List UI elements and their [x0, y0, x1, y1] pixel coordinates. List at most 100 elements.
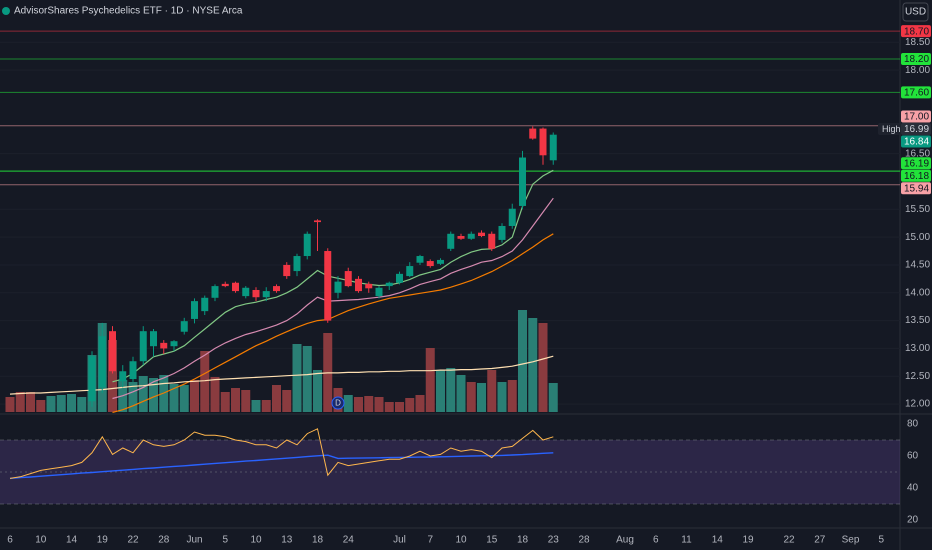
candle-body	[539, 128, 547, 156]
x-tick-label: 11	[681, 535, 692, 546]
volume-bar	[108, 340, 117, 412]
y-tick-label: 14.50	[905, 260, 930, 271]
volume-bar	[302, 346, 312, 412]
y-tick-label: 80	[907, 419, 919, 430]
moving-average-line	[112, 169, 554, 383]
x-tick-label: 10	[250, 535, 262, 546]
volume-bar	[384, 402, 394, 412]
price-label: 17.00	[901, 110, 931, 123]
y-tick-label: 14.00	[905, 287, 930, 298]
y-tick-label: 18.00	[905, 65, 930, 76]
x-tick-label: 27	[814, 535, 826, 546]
volume-bar	[477, 383, 486, 412]
x-tick-label: 5	[222, 535, 228, 546]
candle-body	[519, 157, 526, 206]
volume-bar	[15, 392, 25, 412]
y-tick-label: 16.50	[905, 148, 930, 159]
candle-body	[498, 225, 506, 240]
candle-body	[396, 273, 403, 283]
x-tick-label: 10	[35, 535, 47, 546]
volume-bar	[261, 400, 271, 412]
moving-average-line	[9, 355, 554, 395]
volume-bar	[497, 382, 507, 412]
candle-body	[375, 287, 383, 297]
volume-bar	[395, 402, 404, 412]
x-tick-label: Sep	[842, 535, 860, 546]
volume-bar	[251, 400, 261, 412]
volume-bar	[405, 398, 415, 412]
x-tick-label: 19	[97, 535, 109, 546]
currency-box[interactable]	[902, 2, 929, 22]
volume-bar	[313, 370, 322, 412]
x-tick-label: 22	[127, 535, 139, 546]
x-tick-label: Jul	[393, 535, 406, 546]
volume-bar	[26, 392, 35, 412]
chart-title: AdvisorShares Psychedelics ETF · 1D · NY…	[14, 6, 243, 17]
volume-bar	[487, 370, 497, 412]
candle-body	[293, 256, 301, 272]
price-label-bg	[901, 135, 931, 148]
volume-bar	[220, 392, 230, 412]
price-label-bg	[901, 110, 931, 123]
y-tick-label: 12.00	[905, 399, 930, 410]
x-tick-label: 7	[427, 535, 433, 546]
price-label-text: 16.99	[904, 124, 929, 135]
volume-bar	[507, 380, 517, 412]
candle-body	[314, 220, 321, 223]
volume-bar	[548, 383, 558, 412]
dividend-marker	[331, 396, 345, 410]
volume-bar	[343, 395, 353, 412]
candle-body	[170, 341, 178, 347]
x-tick-label: 6	[653, 535, 659, 546]
price-label: 16.19	[901, 157, 931, 169]
candle-body	[488, 233, 496, 249]
price-label-text: 16.84	[904, 137, 929, 148]
x-tick-label: 14	[712, 535, 724, 546]
volume-bar	[241, 390, 251, 412]
candle-body	[252, 289, 260, 298]
volume-bar	[67, 394, 76, 412]
price-label-text: 18.70	[904, 26, 929, 37]
candle-body	[242, 287, 250, 297]
rsi-ma-line	[9, 452, 554, 480]
volume-bar	[446, 368, 456, 412]
volume-bar	[56, 395, 66, 412]
y-tick-label: 40	[907, 483, 919, 494]
rsi-line	[9, 428, 554, 479]
volume-bar	[77, 397, 87, 412]
volume-bar	[364, 396, 374, 412]
candle-body	[467, 233, 475, 239]
candle-body	[529, 128, 537, 139]
candle-body	[437, 259, 444, 264]
candle-body	[211, 286, 219, 298]
x-tick-label: 22	[783, 535, 795, 546]
dividend-label: D	[335, 399, 341, 408]
volume-bar	[518, 310, 527, 412]
volume-bar	[292, 344, 302, 412]
volume-bar	[231, 388, 240, 412]
volume-bar	[149, 378, 158, 412]
volume-bar	[179, 385, 189, 412]
candle-body	[232, 282, 239, 292]
high-tag-bg	[878, 122, 900, 135]
candle-body	[119, 371, 127, 382]
y-tick-label: 15.50	[905, 204, 930, 215]
price-label-bg	[901, 157, 931, 170]
candle-body	[447, 233, 455, 249]
price-label-text: 17.60	[904, 88, 929, 99]
price-label-bg	[901, 25, 931, 38]
candle-body	[98, 336, 106, 388]
currency[interactable]: USD	[905, 7, 926, 18]
y-tick-label: 20	[907, 515, 919, 526]
candle-body	[180, 321, 188, 332]
moving-average-line	[112, 197, 554, 400]
y-tick-label: 18.50	[905, 37, 930, 48]
volume-bar	[282, 390, 292, 412]
volume-bar	[528, 318, 538, 412]
volume-bar	[36, 400, 46, 412]
candle-body	[262, 291, 270, 298]
candle-body	[201, 297, 209, 312]
volume-bar	[436, 370, 445, 412]
